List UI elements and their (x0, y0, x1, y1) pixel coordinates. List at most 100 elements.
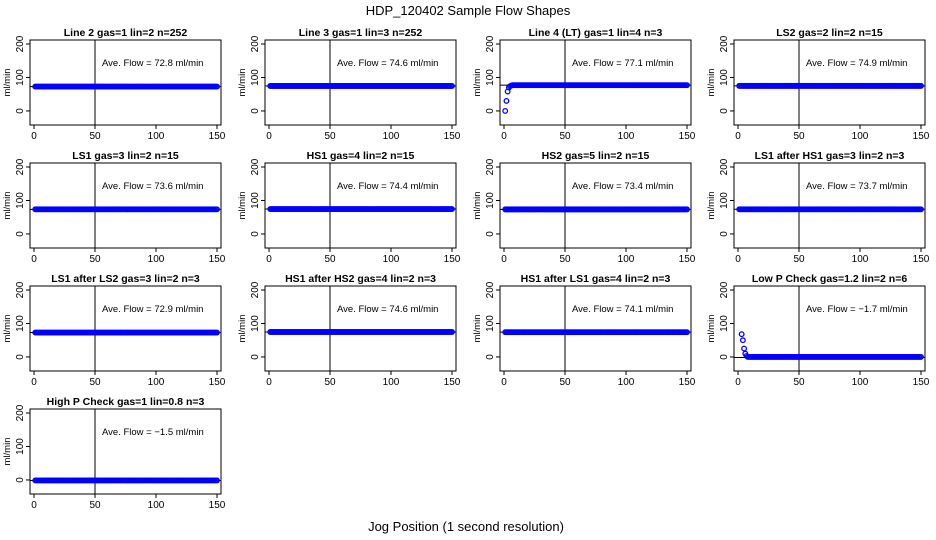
data-point (738, 331, 745, 338)
panel-title: Line 4 (LT) gas=1 lin=4 n=3 (529, 27, 663, 39)
average-flow-annotation: Ave. Flow = 74.6 ml/min (337, 304, 438, 315)
data-point (449, 329, 455, 335)
y-tick-label: 100 (719, 192, 730, 209)
x-tick-label: 0 (501, 254, 507, 265)
y-tick-label: 200 (250, 35, 261, 52)
y-tick-label: 0 (719, 354, 730, 360)
x-tick-label: 150 (209, 500, 226, 511)
data-point (918, 354, 924, 360)
data-point (503, 97, 510, 104)
x-tick-label: 100 (852, 254, 869, 265)
y-axis-label: ml/min (237, 69, 248, 97)
x-tick-label: 100 (852, 377, 869, 388)
x-tick-label: 150 (913, 131, 930, 142)
chart-panel: HS1 gas=4 lin=2 n=15 0 50 100 150 0 100 200 ml/m… (237, 150, 461, 265)
plot-frame (29, 39, 222, 126)
plot-frame (733, 162, 926, 249)
plot-frame (264, 162, 457, 249)
y-tick-label: 0 (250, 354, 261, 360)
data-point (684, 82, 690, 89)
x-tick-label: 100 (618, 131, 635, 142)
x-tick-label: 0 (266, 377, 272, 388)
y-axis-label: ml/min (2, 192, 13, 220)
average-flow-annotation: Ave. Flow = −1.5 ml/min (102, 427, 204, 438)
plot-frame (733, 285, 926, 372)
x-tick-label: 50 (324, 131, 336, 142)
plot-frame (499, 285, 692, 372)
x-tick-label: 150 (209, 254, 226, 265)
chart-panel: LS1 gas=3 lin=2 n=15 0 50 100 150 0 100 200 ml/m… (2, 150, 226, 265)
average-flow-annotation: Ave. Flow = 73.6 ml/min (102, 181, 203, 192)
data-point (502, 108, 509, 114)
average-flow-annotation: Ave. Flow = 77.1 ml/min (572, 58, 673, 69)
x-tick-label: 100 (148, 500, 165, 511)
chart-panel: HS1 after LS1 gas=4 lin=2 n=3 0 50 100 150 0 1… (472, 273, 696, 388)
data-point (214, 206, 220, 213)
y-tick-label: 200 (15, 35, 26, 52)
average-flow-annotation: Ave. Flow = 74.6 ml/min (337, 58, 438, 69)
x-tick-label: 0 (31, 131, 37, 142)
y-tick-label: 200 (719, 281, 730, 298)
y-axis-label: ml/min (237, 315, 248, 343)
y-tick-label: 200 (485, 35, 496, 52)
x-tick-label: 150 (913, 377, 930, 388)
average-flow-annotation: Ave. Flow = −1.7 ml/min (806, 304, 908, 315)
y-tick-label: 0 (15, 354, 26, 360)
chart-panel: High P Check gas=1 lin=0.8 n=3 0 50 100 150 0… (2, 396, 226, 511)
y-tick-label: 100 (250, 192, 261, 209)
x-tick-label: 0 (266, 254, 272, 265)
panel-title: HS2 gas=5 lin=2 n=15 (542, 150, 650, 162)
chart-panel: HS1 after HS2 gas=4 lin=2 n=3 0 50 100 150 0 1… (237, 273, 461, 388)
y-tick-label: 0 (15, 108, 26, 114)
y-tick-label: 0 (15, 231, 26, 237)
chart-panel: LS1 after LS2 gas=3 lin=2 n=3 0 50 100 150 0 1… (2, 273, 226, 388)
y-tick-label: 0 (719, 231, 730, 237)
x-tick-label: 100 (383, 131, 400, 142)
data-point (214, 329, 220, 336)
y-axis-label: ml/min (2, 69, 13, 97)
y-tick-label: 200 (15, 281, 26, 298)
x-tick-label: 50 (89, 377, 101, 388)
y-tick-label: 100 (485, 192, 496, 209)
chart-panel: Line 2 gas=1 lin=2 n=252 0 50 100 150 0 100 200… (2, 27, 226, 142)
y-tick-label: 0 (485, 231, 496, 237)
x-tick-label: 150 (209, 377, 226, 388)
data-point (918, 206, 924, 213)
y-tick-label: 200 (15, 158, 26, 175)
x-tick-label: 150 (209, 131, 226, 142)
y-axis-label: ml/min (472, 192, 483, 220)
x-tick-label: 0 (31, 500, 37, 511)
x-tick-label: 50 (793, 254, 805, 265)
y-tick-label: 100 (15, 69, 26, 86)
data-point (684, 206, 690, 213)
plot-frame (29, 408, 222, 495)
y-axis-label: ml/min (2, 438, 13, 466)
y-tick-label: 100 (250, 69, 261, 86)
x-tick-label: 0 (501, 131, 507, 142)
y-tick-label: 0 (250, 108, 261, 114)
data-point (214, 83, 220, 90)
y-axis-label: ml/min (706, 192, 717, 220)
y-tick-label: 200 (719, 35, 730, 52)
average-flow-annotation: Ave. Flow = 72.8 ml/min (102, 58, 203, 69)
y-tick-label: 100 (15, 315, 26, 332)
x-tick-label: 50 (89, 254, 101, 265)
y-axis-label: ml/min (706, 315, 717, 343)
chart-panel: HS2 gas=5 lin=2 n=15 0 50 100 150 0 100 200 ml/m… (472, 150, 696, 265)
data-point (684, 329, 690, 336)
x-tick-label: 0 (31, 254, 37, 265)
x-tick-label: 50 (793, 131, 805, 142)
x-tick-label: 50 (793, 377, 805, 388)
x-tick-label: 50 (89, 500, 101, 511)
x-tick-label: 150 (444, 254, 461, 265)
y-tick-label: 0 (15, 477, 26, 483)
x-tick-label: 100 (618, 377, 635, 388)
x-tick-label: 150 (679, 377, 696, 388)
y-tick-label: 100 (719, 69, 730, 86)
y-tick-label: 0 (250, 231, 261, 237)
plot-frame (733, 39, 926, 126)
x-tick-label: 0 (735, 131, 741, 142)
y-tick-label: 100 (485, 69, 496, 86)
x-tick-label: 150 (679, 254, 696, 265)
